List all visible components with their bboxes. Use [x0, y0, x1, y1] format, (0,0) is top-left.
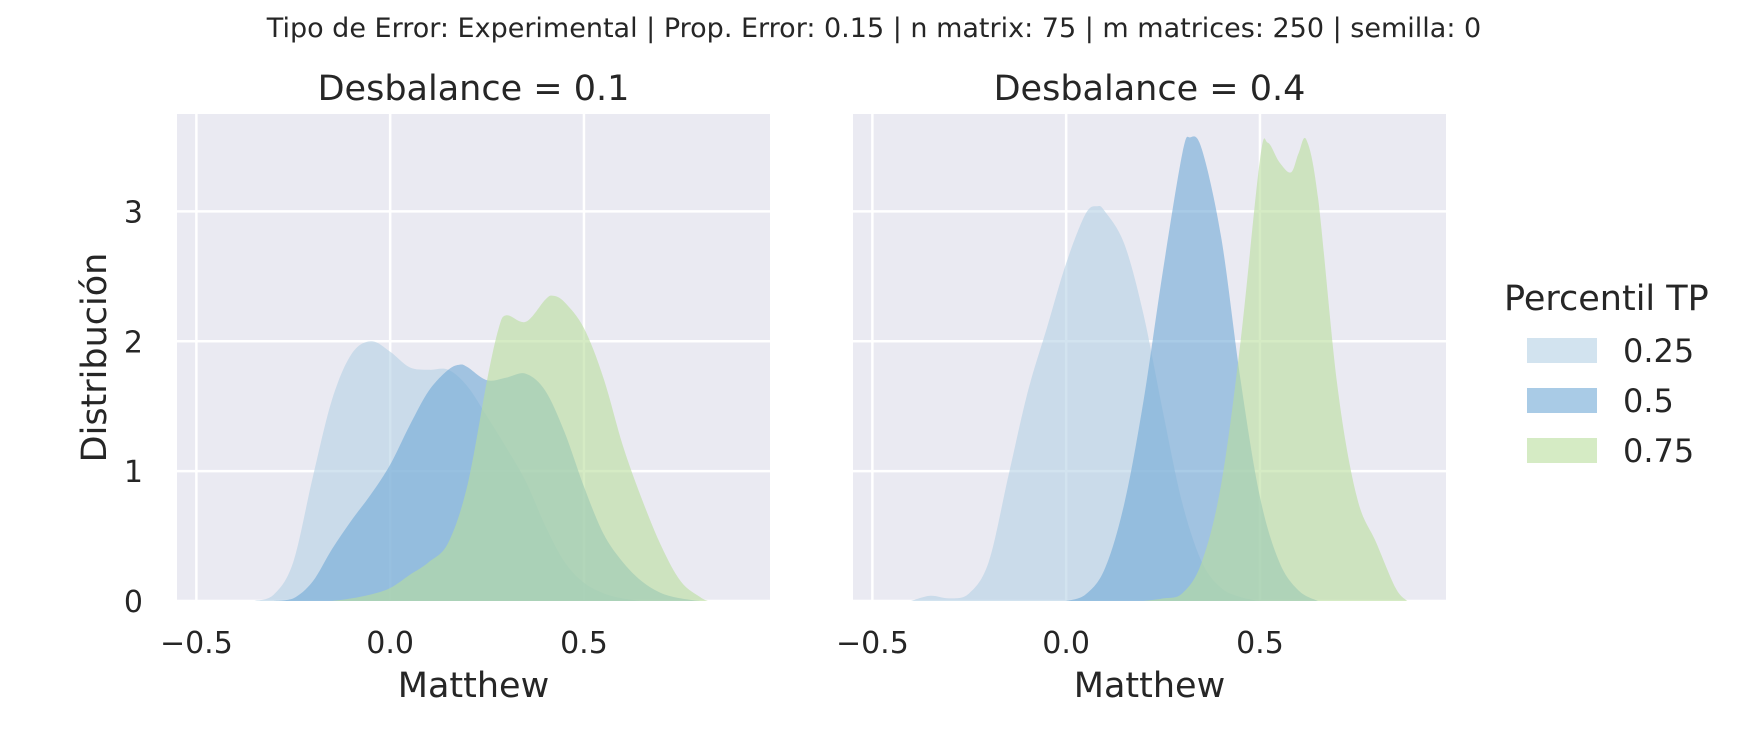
panel-1: Desbalance = 0.1 −0.5 0.0 0.5 Matthew 0 1 2 3 Dis…: [75, 69, 770, 706]
legend-label-0-75: 0.75: [1623, 432, 1694, 470]
legend-title: Percentil TP: [1504, 279, 1709, 319]
legend-items: 0.25 0.5 0.75: [1527, 332, 1694, 470]
x-tick-label: 0.5: [560, 626, 608, 661]
x-tick-label: 0.5: [1236, 626, 1284, 661]
y-axis-label: Distribución: [75, 253, 115, 463]
x-axis-label: Matthew: [398, 666, 549, 706]
x-tick-label: 0.0: [366, 626, 414, 661]
panel-2: Desbalance = 0.4 −0.5 0.0 0.5 Matthew: [836, 69, 1446, 706]
legend-swatch-0-5: [1527, 388, 1597, 413]
panel-title: Desbalance = 0.4: [994, 69, 1306, 109]
x-tick-label: −0.5: [160, 626, 233, 661]
density-area-0-75: [332, 295, 708, 601]
density-area-0-75: [1143, 137, 1408, 601]
legend-swatch-0-25: [1527, 338, 1597, 363]
panels: Desbalance = 0.1 −0.5 0.0 0.5 Matthew 0 1 2 3 Dis…: [75, 69, 1446, 706]
x-tick-label: −0.5: [836, 626, 909, 661]
x-axis-label: Matthew: [1074, 666, 1225, 706]
x-tick-label: 0.0: [1042, 626, 1090, 661]
legend-label-0-25: 0.25: [1623, 332, 1694, 370]
y-tick-label: 3: [124, 195, 143, 230]
y-tick-label: 0: [124, 585, 143, 620]
legend-swatch-0-75: [1527, 438, 1597, 463]
figure-suptitle: Tipo de Error: Experimental | Prop. Erro…: [266, 13, 1481, 44]
y-tick-label: 1: [124, 455, 143, 490]
legend: Percentil TP 0.25 0.5 0.75: [1504, 279, 1709, 470]
y-tick-label: 2: [124, 325, 143, 360]
panel-title: Desbalance = 0.1: [318, 69, 630, 109]
legend-label-0-5: 0.5: [1623, 382, 1674, 420]
